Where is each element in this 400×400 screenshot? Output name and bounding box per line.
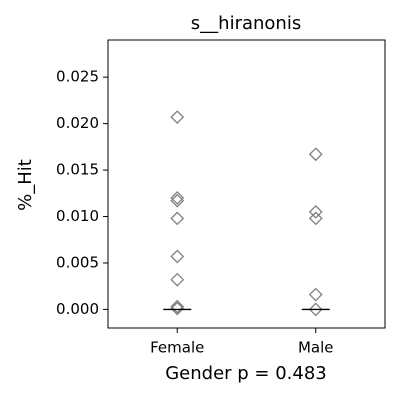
- x-tick-label: Male: [298, 339, 334, 357]
- x-tick-label: Female: [150, 339, 204, 357]
- plot-frame: [107, 39, 386, 329]
- data-point: [170, 299, 185, 314]
- data-point: [170, 272, 185, 287]
- y-tick-label: 0.010: [56, 207, 99, 225]
- x-axis-label: Gender p = 0.483: [165, 363, 327, 384]
- data-point: [170, 110, 185, 125]
- y-tick-label: 0.025: [56, 68, 99, 86]
- chart-title: s__hiranonis: [191, 13, 301, 34]
- data-point: [308, 211, 323, 226]
- y-tick-label: 0.000: [56, 300, 99, 318]
- y-tick-label: 0.020: [56, 114, 99, 132]
- y-tick-label: 0.015: [56, 161, 99, 179]
- data-point: [170, 211, 185, 226]
- data-point: [308, 147, 323, 162]
- data-point: [308, 302, 323, 317]
- data-point: [308, 204, 323, 219]
- data-point: [170, 301, 185, 316]
- y-tick-label: 0.005: [56, 253, 99, 271]
- data-point: [170, 193, 185, 208]
- data-point: [308, 287, 323, 302]
- data-point: [170, 249, 185, 264]
- y-axis-label: %_Hit: [15, 159, 36, 211]
- data-point: [170, 191, 185, 205]
